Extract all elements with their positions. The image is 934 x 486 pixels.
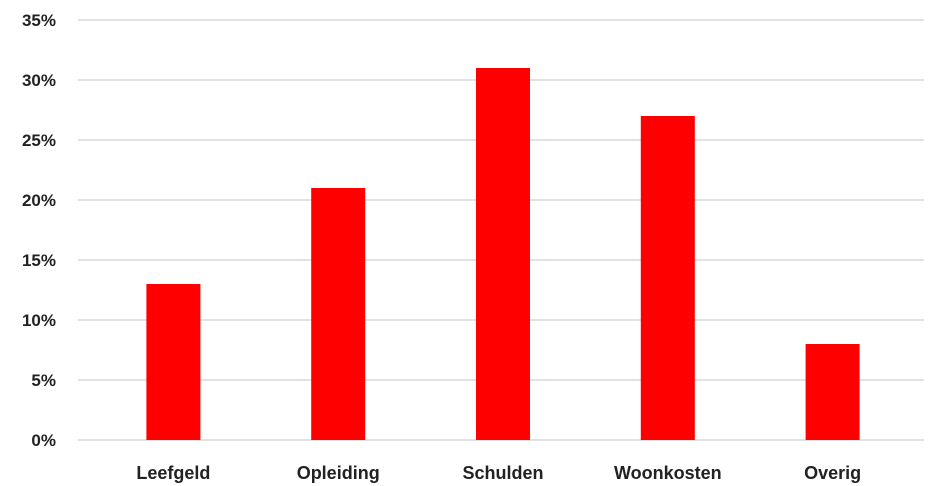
y-axis-tick-labels: 0% 5% 10% 15% 20% 25% 30% 35%: [22, 11, 56, 450]
y-tick-label: 15%: [22, 251, 56, 270]
bar-leefgeld: [146, 284, 201, 440]
bar-overig: [805, 344, 860, 440]
bar-schulden: [476, 68, 530, 440]
x-category-label: Overig: [804, 463, 861, 483]
bar-woonkosten: [640, 116, 695, 440]
y-tick-label: 20%: [22, 191, 56, 210]
x-category-label: Leefgeld: [136, 463, 210, 483]
y-tick-label: 30%: [22, 71, 56, 90]
bars: [146, 68, 860, 440]
y-tick-label: 5%: [31, 371, 56, 390]
y-tick-label: 25%: [22, 131, 56, 150]
y-tick-label: 0%: [31, 431, 56, 450]
y-tick-label: 35%: [22, 11, 56, 30]
y-tick-label: 10%: [22, 311, 56, 330]
x-category-label: Opleiding: [297, 463, 380, 483]
x-axis-category-labels: Leefgeld Opleiding Schulden Woonkosten Overi…: [136, 463, 861, 483]
bar-opleiding: [311, 188, 366, 440]
x-category-label: Woonkosten: [614, 463, 722, 483]
x-category-label: Schulden: [462, 463, 543, 483]
